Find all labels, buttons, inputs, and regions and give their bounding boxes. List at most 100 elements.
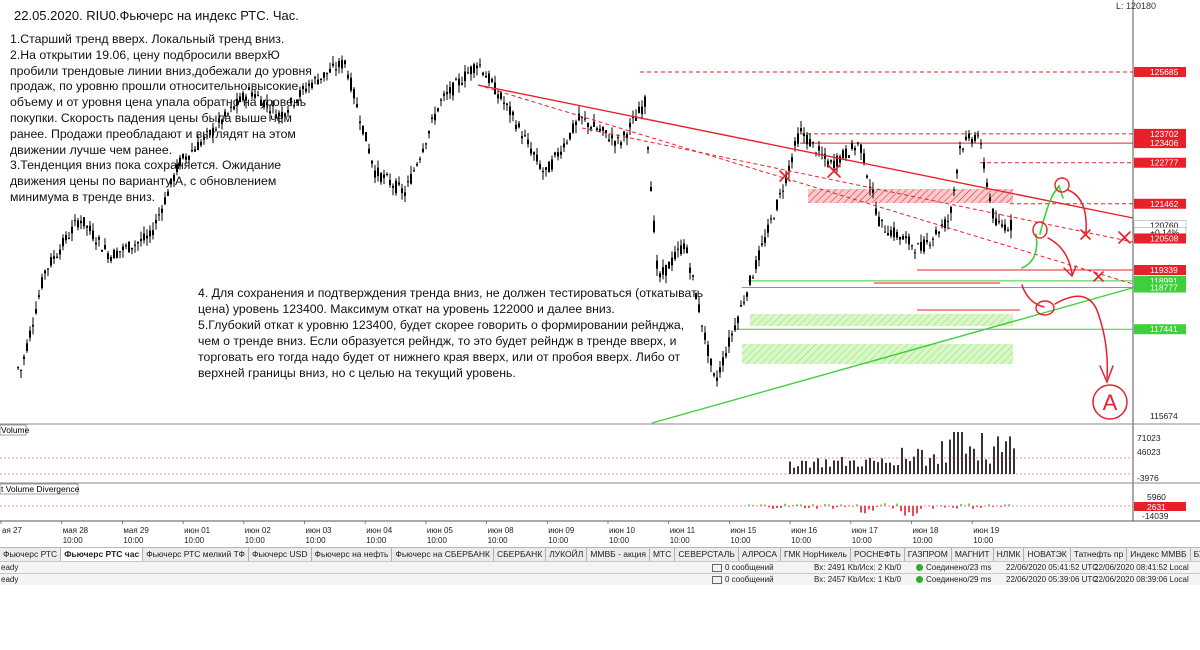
connection-icon	[916, 564, 923, 572]
candle-body	[155, 219, 157, 224]
workspace-tab[interactable]: МТС	[650, 548, 676, 561]
candle-body	[206, 130, 208, 132]
candle-body	[167, 191, 169, 196]
candle-body	[578, 113, 580, 121]
candle-body	[914, 252, 916, 254]
candle-body	[65, 234, 67, 241]
time-label-time: 10:00	[488, 536, 509, 545]
candle-body	[242, 92, 244, 100]
candle-body	[176, 164, 178, 173]
divergence-label-low: -14039	[1142, 511, 1169, 521]
candle-body	[689, 267, 691, 273]
candle-body	[230, 106, 232, 108]
connection-status[interactable]: Соединено/23 ms	[916, 562, 991, 573]
price-label-box	[1134, 128, 1186, 139]
candle-body	[215, 129, 217, 131]
candlestick-series	[17, 55, 1012, 387]
workspace-tab[interactable]: Фьючерс на нефть	[312, 548, 393, 561]
candle-body	[428, 131, 430, 134]
workspace-tab[interactable]: СЕВЕРСТАЛЬ	[675, 548, 739, 561]
candle-body	[86, 225, 88, 228]
volume-label-mid: 46023	[1137, 447, 1161, 457]
candle-body	[650, 186, 652, 192]
workspace-tab[interactable]: НЛМК	[994, 548, 1025, 561]
price-label: 120508	[1150, 233, 1179, 243]
candle-body	[95, 242, 97, 245]
time-label-time: 10:00	[852, 536, 873, 545]
workspace-tab[interactable]: Татнефть пр	[1071, 548, 1128, 561]
workspace-tab[interactable]: НОВАТЭК	[1024, 548, 1071, 561]
candle-body	[521, 136, 523, 139]
candle-body	[365, 132, 367, 142]
candle-body	[944, 219, 946, 229]
workspace-tab[interactable]: Индекс ММВБ	[1127, 548, 1191, 561]
candle-body	[644, 96, 646, 107]
candle-body	[878, 216, 880, 226]
trendline-dashed-1	[477, 84, 1134, 285]
candle-body	[1007, 229, 1009, 231]
arrow-head-icon	[1051, 184, 1064, 199]
workspace-tab[interactable]: ГАЗПРОМ	[905, 548, 952, 561]
candle-body	[563, 143, 565, 148]
volume-label-low: -3976	[1137, 473, 1159, 483]
candle-body	[767, 224, 769, 233]
workspace-tab[interactable]: Фьючерс РТС	[0, 548, 62, 561]
workspace-tab[interactable]: ММВБ - акция	[587, 548, 650, 561]
circle-mark	[1032, 221, 1048, 239]
analysis-note-1: 1.Старший тренд вверх. Локальный тренд в…	[10, 32, 312, 206]
scenario-down-path	[1047, 237, 1073, 275]
workspace-tab[interactable]: МАГНИТ	[952, 548, 994, 561]
candle-body	[50, 257, 52, 266]
candle-body	[374, 170, 376, 178]
time-label-date: июн 10	[609, 526, 636, 535]
candle-body	[422, 148, 424, 152]
candle-body	[908, 236, 910, 245]
circle-mark	[1035, 300, 1055, 316]
candle-body	[713, 373, 715, 376]
workspace-tab[interactable]: АЛРОСА	[739, 548, 782, 561]
candle-body	[947, 220, 949, 222]
candle-body	[950, 206, 952, 213]
messages-count[interactable]: 0 сообщений	[712, 562, 774, 573]
candle-body	[752, 277, 754, 279]
connection-status[interactable]: Соединено/29 ms	[916, 574, 991, 585]
candle-body	[728, 337, 730, 347]
candle-body	[467, 72, 469, 74]
workspace-tab[interactable]: Фьючерс РТС час	[61, 548, 144, 561]
candle-body	[59, 249, 61, 255]
workspace-tab[interactable]: ГМК НорНикель	[781, 548, 851, 561]
workspace-tab[interactable]: Фьючерс РТС мелкий ТФ	[143, 548, 249, 561]
workspace-tab[interactable]: РОСНЕФТЬ	[851, 548, 905, 561]
candle-body	[851, 142, 853, 149]
candle-body	[254, 94, 256, 98]
candle-body	[632, 117, 634, 119]
messages-count[interactable]: 0 сообщений	[712, 574, 774, 585]
workspace-tab[interactable]: Фьючерс USD	[249, 548, 312, 561]
time-label-date: июн 18	[913, 526, 940, 535]
workspace-tab[interactable]: СБЕРБАНК	[494, 548, 547, 561]
analysis-note-2: 4. Для сохранения и подтверждения тренда…	[198, 285, 703, 381]
candle-body	[620, 142, 622, 146]
price-label-box	[1134, 282, 1186, 293]
candle-body	[23, 356, 25, 359]
candle-body	[860, 144, 862, 153]
candle-body	[158, 214, 160, 216]
price-label: 121462	[1150, 199, 1179, 209]
candle-body	[866, 175, 868, 178]
buy-zone-lower	[742, 344, 1013, 364]
candle-body	[539, 163, 541, 169]
candle-body	[503, 102, 505, 104]
workspace-tab[interactable]: БУМАГИ 07ДУ	[1191, 548, 1200, 561]
workspace-tab[interactable]: Фьючерс на СБЕРБАНК	[392, 548, 494, 561]
divergence-histogram	[0, 503, 1133, 517]
price-label: 120760	[1150, 221, 1179, 231]
workspace-tab[interactable]: ЛУКОЙЛ	[546, 548, 588, 561]
candle-body	[989, 197, 991, 201]
price-label-box	[1134, 198, 1186, 209]
candle-body	[614, 141, 616, 146]
candle-body	[929, 244, 931, 246]
candle-body	[656, 260, 658, 269]
time-label-time: 10:00	[913, 536, 934, 545]
candle-body	[533, 152, 535, 155]
